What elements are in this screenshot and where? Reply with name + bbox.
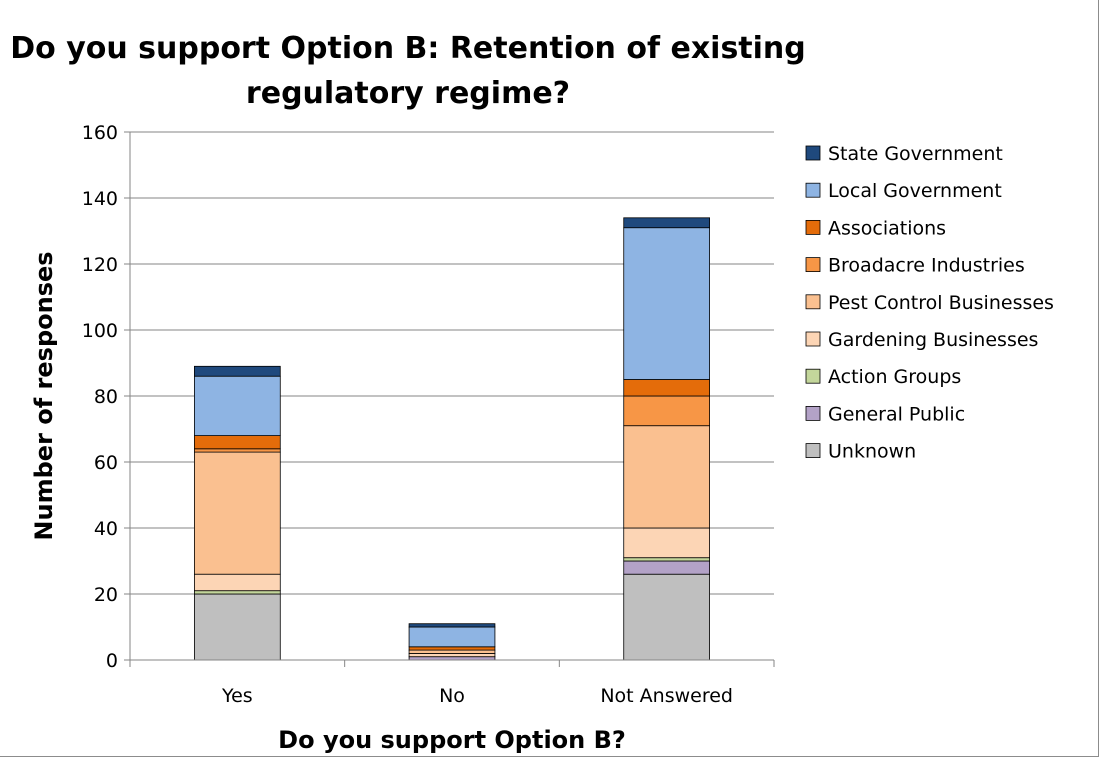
chart-title-line2: regulatory regime? (246, 76, 570, 111)
bar-segment (623, 557, 711, 562)
legend-label: Local Government (828, 180, 1002, 202)
bar-segment (193, 573, 281, 592)
legend-swatch (805, 368, 821, 384)
x-tick-label: Not Answered (600, 685, 733, 707)
x-axis-title: Do you support Option B? (278, 726, 626, 754)
legend-label: Unknown (828, 441, 916, 463)
y-tick-label: 160 (82, 122, 118, 144)
tick-labels: 0 20 40 60 80 100 120 140 160 Yes No Not Answered (82, 122, 733, 707)
legend-label: Associations (828, 217, 946, 239)
legend-swatch (805, 182, 821, 198)
bar-segment (193, 375, 281, 437)
x-tick-label: Yes (221, 685, 253, 707)
legend-swatch (805, 294, 821, 310)
y-tick-label: 120 (82, 254, 118, 276)
bar-segment (623, 379, 711, 397)
bar-segment (408, 649, 496, 654)
axes (129, 132, 775, 667)
legend-label: Action Groups (828, 366, 961, 388)
y-tick-label: 40 (94, 518, 118, 540)
y-tick-label: 80 (94, 386, 118, 408)
bar-segment (623, 217, 711, 229)
x-tick-label: No (439, 685, 465, 707)
legend-label: General Public (828, 403, 965, 425)
legend-swatch (805, 405, 821, 421)
legend-label: Broadacre Industries (828, 255, 1025, 277)
legend-swatch (805, 331, 821, 347)
legend-swatch (805, 219, 821, 235)
bar-segment (193, 451, 281, 575)
bar-segment (623, 425, 711, 529)
bar-segment (193, 590, 281, 595)
bar-segment (193, 435, 281, 450)
y-tick-label: 0 (106, 650, 118, 672)
bar-segment (408, 653, 496, 658)
legend-swatch (805, 443, 821, 459)
bar-segment (408, 623, 496, 628)
legend-swatch (805, 257, 821, 273)
y-tick-label: 60 (94, 452, 118, 474)
legend: State Government Local Government Associat… (805, 143, 1054, 463)
legend-label: Gardening Businesses (828, 329, 1038, 351)
bar-segment (623, 527, 711, 559)
bar-segment (193, 448, 281, 453)
bar-segment (408, 626, 496, 648)
bar-segment (623, 227, 711, 380)
bar-segment (623, 560, 711, 575)
y-axis-title: Number of responses (30, 251, 58, 540)
legend-swatch (805, 145, 821, 161)
bar-segment (408, 646, 496, 651)
bar-segment (193, 593, 281, 661)
bar-segment (193, 365, 281, 377)
legend-label: Pest Control Businesses (828, 292, 1054, 314)
legend-label: State Government (828, 143, 1003, 165)
bars (193, 217, 711, 661)
chart-title-line1: Do you support Option B: Retention of ex… (10, 31, 806, 66)
bar-segment (623, 395, 711, 427)
bar-segment (623, 573, 711, 661)
y-tick-label: 140 (82, 188, 118, 210)
y-tick-label: 100 (82, 320, 118, 342)
y-tick-label: 20 (94, 584, 118, 606)
